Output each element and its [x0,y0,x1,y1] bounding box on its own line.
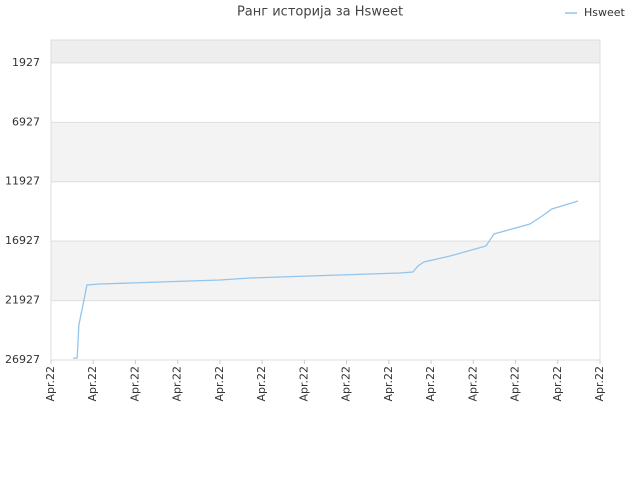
y-tick-label: 26927 [5,353,40,366]
x-tick-label: Apr.22 [509,366,522,402]
x-tick-label: Apr.22 [466,366,479,402]
x-tick-label: Apr.22 [255,366,268,402]
plot-frame [50,39,601,361]
y-tick-label: 6927 [12,115,40,128]
y-tick-label: 21927 [5,294,40,307]
x-tick-label: Apr.22 [213,366,226,402]
x-tick-label: Apr.22 [551,366,564,402]
band [51,40,600,63]
x-tick-label: Apr.22 [171,366,184,402]
series-line [72,200,579,359]
x-tick-label: Apr.22 [297,366,310,402]
x-tick-label: Apr.22 [424,366,437,402]
y-tick-label: 1927 [12,56,40,69]
x-tick-label: Apr.22 [44,366,57,402]
y-tick-label: 11927 [5,175,40,188]
band [51,241,600,301]
x-tick-label: Apr.22 [86,366,99,402]
legend-label: Hsweet [584,6,626,19]
x-tick-label: Apr.22 [593,366,606,402]
chart-title: Ранг историја за Hsweet [237,5,403,20]
x-tick-label: Apr.22 [340,366,353,402]
x-tick-label: Apr.22 [128,366,141,402]
x-tick-label: Apr.22 [382,366,395,402]
band [51,122,600,182]
y-tick-label: 16927 [5,234,40,247]
